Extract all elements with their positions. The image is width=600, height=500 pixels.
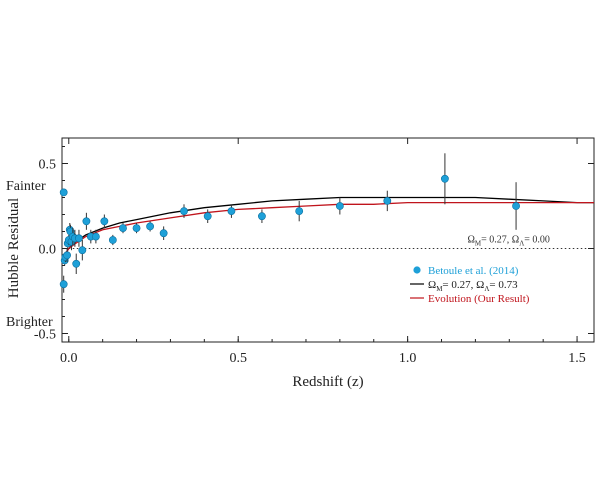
- x-tick-label: 0.0: [60, 351, 78, 366]
- lcdm-curve: [61, 196, 594, 260]
- data-point: [132, 224, 141, 232]
- fainter-label: Fainter: [6, 179, 46, 194]
- data-point: [100, 217, 109, 226]
- legend-lcdm-omega: Ω: [428, 279, 436, 291]
- data-point: [383, 196, 392, 205]
- chart-legend: Betoule et al. (2014) ΩM= 0.27, ΩΛ= 0.73…: [410, 265, 530, 305]
- legend-label-evolution: Evolution (Our Result): [428, 293, 530, 305]
- data-point: [180, 207, 188, 215]
- data-point: [59, 280, 68, 289]
- data-point: [146, 222, 155, 231]
- y-axis-ticks: 0.5 0.0 -0.5: [34, 146, 594, 343]
- legend-lcdm-l-sub: Λ: [484, 285, 489, 293]
- legend-marker-betoule: [413, 266, 421, 274]
- ref-l-sub: Λ: [519, 240, 524, 248]
- x-tick-label: 1.0: [399, 351, 417, 366]
- data-points: [59, 153, 520, 293]
- legend-lcdm-m-val: = 0.27, Ω: [442, 279, 484, 291]
- data-point: [227, 207, 236, 215]
- brighter-label: Brighter: [6, 315, 53, 330]
- ref-m-value: = 0.27, Ω: [481, 235, 519, 246]
- reference-line-label: ΩM= 0.27, ΩΛ= 0.00: [467, 235, 549, 248]
- plot-area-frame: [61, 137, 595, 343]
- y-tick-label: 0.0: [39, 243, 57, 258]
- legend-label-betoule: Betoule et al. (2014): [428, 265, 519, 277]
- x-tick-label: 0.5: [229, 351, 247, 366]
- legend-label-lcdm: ΩM= 0.27, ΩΛ= 0.73: [428, 279, 518, 293]
- legend-lcdm-l-val: = 0.73: [489, 279, 518, 291]
- data-point: [335, 202, 344, 210]
- data-point: [119, 224, 127, 232]
- data-point: [91, 232, 100, 241]
- data-point: [78, 246, 87, 255]
- y-tick-label: -0.5: [34, 328, 56, 343]
- data-point: [512, 202, 520, 210]
- data-point: [82, 217, 91, 226]
- ref-l-value: = 0.00: [524, 235, 550, 246]
- data-point: [75, 234, 83, 243]
- data-point: [203, 212, 212, 221]
- data-point: [63, 251, 71, 260]
- x-axis-ticks: 0.0 0.5 1.0 1.5: [60, 138, 586, 366]
- data-point: [295, 207, 304, 215]
- x-tick-label: 1.5: [568, 351, 586, 366]
- data-point: [441, 174, 449, 183]
- data-point: [59, 188, 68, 197]
- y-tick-label: 0.5: [39, 158, 57, 173]
- data-point: [258, 212, 266, 221]
- data-point: [159, 229, 168, 238]
- x-axis-title: Redshift (z): [292, 374, 363, 390]
- ref-m-sub: M: [475, 240, 482, 248]
- ref-omega-m: Ω: [467, 235, 474, 246]
- legend-lcdm-m-sub: M: [436, 285, 443, 293]
- data-point: [108, 236, 117, 244]
- data-point: [72, 259, 81, 268]
- y-axis-title: Hubble Residual: [6, 198, 22, 298]
- evolution-curve: [61, 201, 594, 260]
